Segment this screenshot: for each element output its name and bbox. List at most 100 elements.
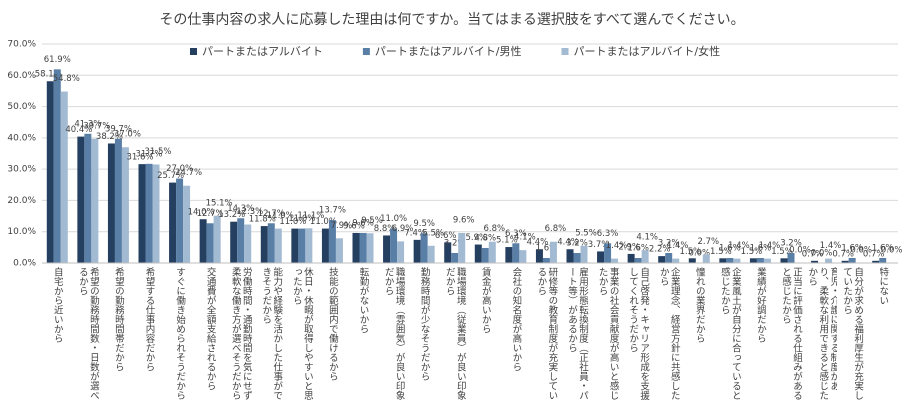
bar [77,136,85,263]
x-tick-label-box: 育児・介護に関する制度があり、柔軟な利用できると感じたから [806,267,837,400]
data-label: 14.0% [188,208,215,218]
bar [611,258,619,263]
bar [726,257,734,263]
x-tick-label-box: 希望する仕事内容だから [143,267,155,372]
bar [811,260,819,263]
bar [176,178,184,263]
bar [658,256,666,263]
x-tick-label: 憧れの業界だから [693,267,705,343]
data-label: 3.2% [566,238,588,248]
data-label: 12.3% [236,207,263,217]
data-label: 61.9% [44,55,71,65]
bar [84,133,92,263]
data-label: 4.8% [474,233,496,243]
data-label: 0.0% [811,249,833,259]
x-tick-label: 特にない [877,267,889,305]
x-tick-label: 雇用形態転換制度（正社員・パート等）があるから [565,267,588,400]
bar [366,233,374,263]
bar [213,215,221,263]
bar [390,228,398,263]
data-label: 5.5% [575,228,597,238]
data-label: 6.9% [392,224,414,234]
data-label: 0.7% [832,249,854,259]
x-tick-label: 希望する仕事内容だから [143,267,155,372]
data-label: 39.7% [83,121,110,131]
data-label: 31.6% [126,153,153,163]
x-tick-label: 交通費が全額支給されるから [204,267,216,391]
bar [474,244,482,263]
data-label: 5.5% [422,228,444,238]
data-label: 11.0% [310,217,337,227]
x-tick-label-box: 雇用形態転換制度（正社員・パート等）があるから [565,267,588,400]
legend-label: パートまたはアルバイト/男性 [375,44,522,58]
data-label: 40.4% [65,125,92,135]
x-tick-label: 育児・介護に関する制度があり、柔軟な利用できると感じたから [806,267,837,400]
x-tick-label: 職場環境（雰囲気）が良い印象だから [382,267,405,400]
bar [298,228,306,263]
x-tick-label-box: 自己啓発・キャリア形成を支援してくれそうだから [627,267,650,400]
bar [519,250,527,263]
data-label: 31.7% [135,149,162,159]
data-label: 9.5% [413,219,435,229]
bar [665,252,673,263]
bar [397,241,405,263]
x-tick-label: 技能の範囲内で働けるから [326,267,338,381]
data-label: 1.4% [728,241,750,251]
data-label: 1.4% [606,241,628,251]
bar [169,182,177,263]
x-tick-label-box: 能力や経験を活かした仕事ができそうだから [260,267,282,400]
bar [879,257,887,263]
bar [458,232,466,263]
x-tick-label: 事業の社会貢献度が高いと感じたから [596,267,619,400]
data-label: 31.5% [144,147,171,157]
x-tick-label: 希望の勤務時間帯だから [112,267,124,372]
bar [763,258,771,263]
data-label: 1.6% [719,243,741,253]
data-label: 11.0% [279,217,306,227]
data-label: 9.6% [343,221,365,231]
x-tick-label: 自己啓発・キャリア形成を支援してくれそうだから [627,267,650,400]
data-label: 3.7% [588,240,610,250]
x-tick-label: 会社の知名度が高いから [510,267,522,372]
y-tick-label: 50.0% [7,102,36,112]
bar [848,257,856,263]
bar [841,260,849,263]
data-label: 9.6% [352,218,374,228]
data-label: 27.0% [166,164,193,174]
x-tick-label-box: 事業の社会貢献度が高いと感じたから [596,267,619,400]
data-label: 38.2% [96,132,123,142]
data-label: 58.1% [35,70,62,80]
data-label: 0.7% [863,249,885,259]
data-label: 0.0% [881,246,903,256]
bar [451,252,459,263]
data-label: 6.3% [505,229,527,239]
x-tick-label-box: 職場環境（従業員）が良い印象だから [444,267,466,400]
bar [787,252,795,263]
data-label: 1.6% [627,243,649,253]
data-label: 13.7% [319,206,346,216]
data-label: 0.0% [789,246,811,256]
bar [60,91,68,263]
x-tick-label-box: 労働時間・通勤時間を気にせず柔軟な働き方が選べそうだから [230,267,252,400]
x-tick-label-box: すぐに働き始められそうだから [174,267,185,400]
legend-swatch [362,48,370,55]
data-label: 11.0% [380,214,407,224]
data-label: 4.1% [514,233,536,243]
x-tick-label-box: 会社の知名度が高いから [510,267,522,372]
bar [46,81,54,263]
bar [566,249,574,263]
bar [702,254,710,263]
legend-label: パートまたはアルバイト [202,45,323,58]
bar [413,239,421,263]
y-tick-label: 40.0% [7,133,36,143]
data-label: 5.9% [465,233,487,243]
legend-label: パートまたはアルバイト/女性 [574,44,721,58]
data-label: 4.1% [636,233,658,243]
x-tick-label: 正当に評価される仕組みがあると感じたから [779,267,802,400]
data-label: 8.8% [374,224,396,234]
data-label: 1.6% [536,243,558,253]
data-label: 3.2% [780,238,802,248]
y-tick-label: 60.0% [7,71,36,81]
data-label: 13.2% [218,210,245,220]
